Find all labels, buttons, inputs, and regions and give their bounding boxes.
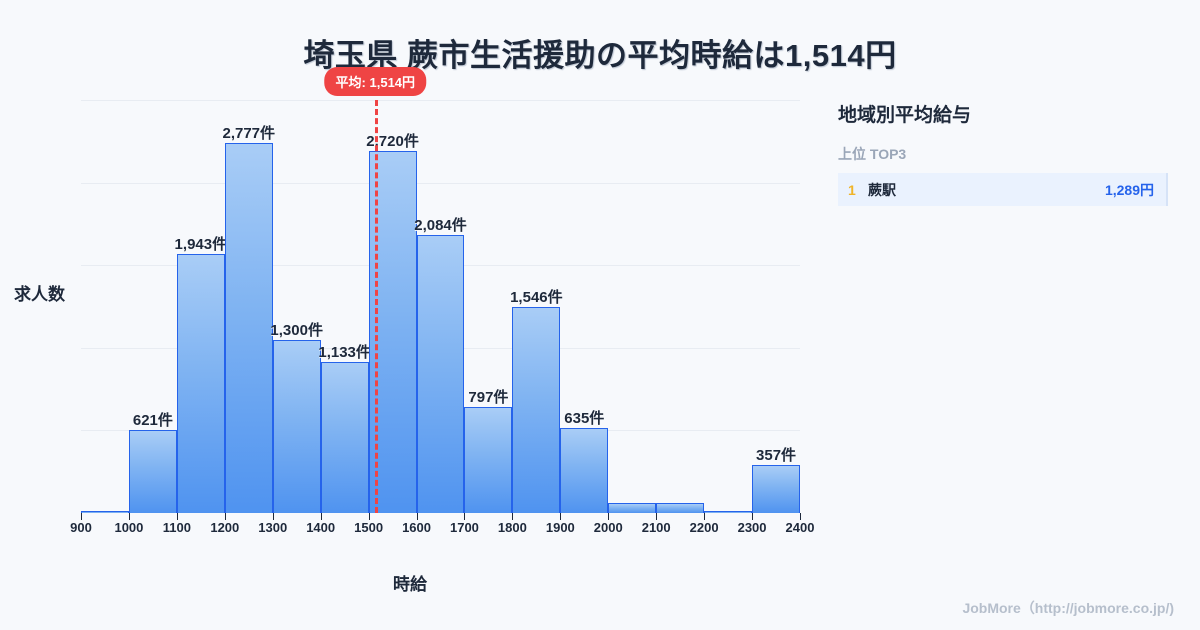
rank-salary-value: 1,289円 [1104, 181, 1154, 198]
x-tick-label: 1100 [162, 520, 191, 535]
x-tickmark [368, 513, 370, 520]
rank-area-name: 蕨駅 [868, 181, 896, 198]
x-tickmark [560, 513, 562, 520]
regional-salary-panel: 地域別平均給与 上位 TOP3 1 蕨駅 1,289円 [838, 100, 1168, 206]
bar-value-label: 2,720件 [366, 132, 419, 150]
bar[interactable] [656, 503, 705, 513]
watermark-footer: JobMore（http://jobmore.co.jp/) [962, 600, 1174, 616]
y-axis-label: 求人数 [14, 285, 65, 304]
x-tick-label: 2300 [737, 520, 767, 535]
x-tick-label: 1600 [402, 520, 431, 535]
bar-value-label: 2,777件 [222, 125, 276, 143]
rank-list: 1 蕨駅 1,289円 [838, 173, 1168, 206]
bar[interactable] [560, 428, 609, 513]
x-tick-label: 2000 [593, 520, 623, 535]
x-tick-label: 2200 [689, 520, 719, 535]
x-tick-label: 1300 [258, 520, 288, 535]
bar-value-label: 357件 [756, 447, 797, 465]
bar[interactable] [224, 143, 273, 513]
x-tickmark [608, 513, 610, 520]
x-tickmark [272, 513, 274, 520]
x-tickmark [704, 513, 706, 520]
bar[interactable] [704, 511, 753, 513]
x-tickmark [176, 513, 178, 520]
page-title: 埼玉県 蕨市生活援助の平均時給は1,514円 [303, 38, 897, 73]
x-tickmark [224, 513, 226, 520]
x-tickmark [128, 513, 130, 520]
x-tickmark [752, 513, 754, 520]
bar-value-label: 635件 [564, 410, 605, 428]
bar[interactable] [512, 307, 561, 513]
x-axis-label: 時給 [393, 575, 427, 594]
bar-value-label: 1,943件 [174, 236, 228, 254]
bar[interactable] [176, 254, 225, 513]
x-tickmark [416, 513, 418, 520]
x-tick-label: 2100 [641, 520, 671, 535]
bar-value-label: 1,300件 [270, 321, 323, 339]
x-tick-label: 1200 [210, 520, 240, 535]
sidebar-subtitle: 上位 TOP3 [838, 146, 907, 162]
x-tick-label: 1700 [449, 520, 479, 535]
bar[interactable] [608, 503, 657, 513]
histogram-chart: 求人数 621件 1,943件 2,777件 1,300件 1,133件 2,720件 2,… [0, 67, 820, 610]
x-tick-label: 1800 [497, 520, 527, 535]
bar-value-label: 621件 [132, 412, 173, 430]
bar[interactable] [81, 511, 129, 513]
bar[interactable] [272, 339, 321, 513]
bar-value-label: 797件 [468, 388, 509, 406]
bar[interactable] [416, 235, 465, 513]
x-tickmark [800, 513, 801, 520]
x-tickmark [512, 513, 514, 520]
x-tickmark [320, 513, 322, 520]
bar[interactable] [128, 430, 177, 513]
sidebar-title: 地域別平均給与 [838, 105, 972, 126]
x-tick-label: 1000 [114, 520, 144, 535]
x-tick-label: 1400 [306, 520, 336, 535]
x-tick-label: 2400 [785, 520, 815, 535]
x-tickmark [656, 513, 658, 520]
gridline [81, 182, 800, 184]
rank-row[interactable]: 1 蕨駅 1,289円 [838, 173, 1168, 206]
x-tickmark [81, 513, 82, 520]
rank-number: 1 [848, 181, 856, 198]
bar[interactable] [320, 362, 369, 513]
x-tick-label: 900 [70, 520, 92, 535]
x-tick-label: 1500 [354, 520, 384, 535]
average-badge: 平均: 1,514円 [324, 67, 427, 96]
bar-value-label: 2,084件 [414, 217, 467, 235]
average-line [375, 100, 379, 513]
x-tickmark [464, 513, 466, 520]
bar[interactable] [752, 465, 800, 513]
plot-area: 621件 1,943件 2,777件 1,300件 1,133件 2,720件 2,084件… [70, 67, 814, 535]
x-tick-label: 1900 [545, 520, 575, 535]
bar-value-label: 1,133件 [318, 344, 371, 362]
bar-value-label: 1,546件 [510, 289, 563, 307]
gridline [81, 100, 800, 101]
bar[interactable] [464, 406, 513, 513]
